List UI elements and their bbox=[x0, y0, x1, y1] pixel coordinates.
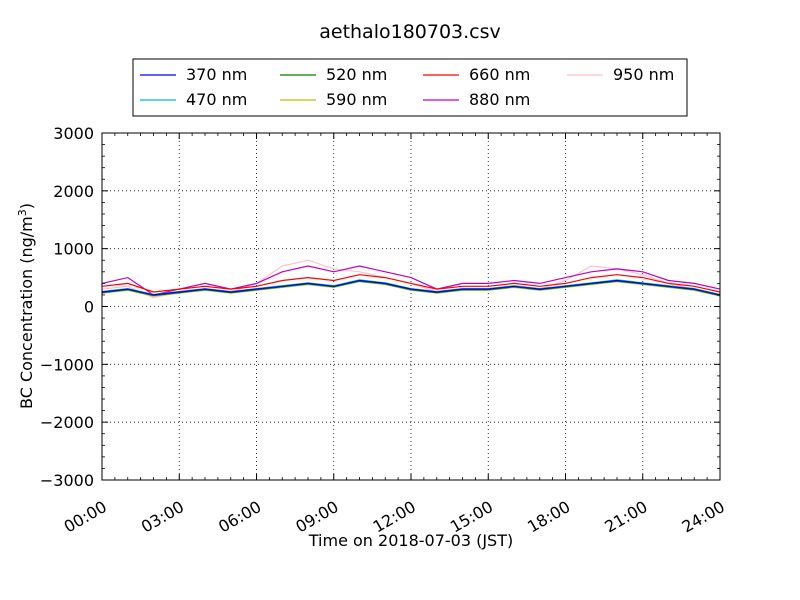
legend-entry-520-nm: 520 nm bbox=[326, 65, 387, 84]
series-line-370-nm bbox=[101, 279, 721, 296]
y-tick-labels: 3000 2000 1000 0 −1000 −2000 −3000 bbox=[40, 124, 94, 490]
y-tick-label: −2000 bbox=[40, 413, 94, 432]
y-tick-label: 0 bbox=[84, 298, 94, 317]
legend-entry-880-nm: 880 nm bbox=[469, 90, 530, 109]
legend-entry-590-nm: 590 nm bbox=[326, 90, 387, 109]
y-tick-label: 2000 bbox=[53, 182, 94, 201]
series-layer bbox=[101, 259, 721, 299]
legend: 370 nm 470 nm 520 nm 590 nm 660 nm 880 nm 950 … bbox=[132, 58, 688, 117]
legend-entry-660-nm: 660 nm bbox=[469, 65, 530, 84]
series-line-660-nm bbox=[101, 274, 721, 293]
y-axis-label-sup: 3 bbox=[16, 209, 29, 216]
y-axis-label: BC Concentration (ng/m3) bbox=[16, 203, 36, 409]
series-line-880-nm bbox=[101, 265, 721, 296]
y-axis-label-main: BC Concentration (ng/m bbox=[17, 216, 36, 409]
legend-frame bbox=[132, 58, 688, 117]
y-tick-label: 3000 bbox=[53, 124, 94, 143]
legend-entry-370-nm: 370 nm bbox=[186, 65, 247, 84]
y-tick-label: −1000 bbox=[40, 355, 94, 374]
y-tick-label: 1000 bbox=[53, 240, 94, 259]
legend-entry-470-nm: 470 nm bbox=[186, 90, 247, 109]
y-axis-label-tail: ) bbox=[17, 203, 36, 209]
legend-entry-950-nm: 950 nm bbox=[613, 65, 674, 84]
grid bbox=[102, 133, 720, 480]
chart-title: aethalo180703.csv bbox=[319, 21, 501, 43]
ticks bbox=[101, 132, 721, 481]
y-tick-label: −3000 bbox=[40, 471, 94, 490]
x-axis-label: Time on 2018-07-03 (JST) bbox=[308, 531, 513, 550]
